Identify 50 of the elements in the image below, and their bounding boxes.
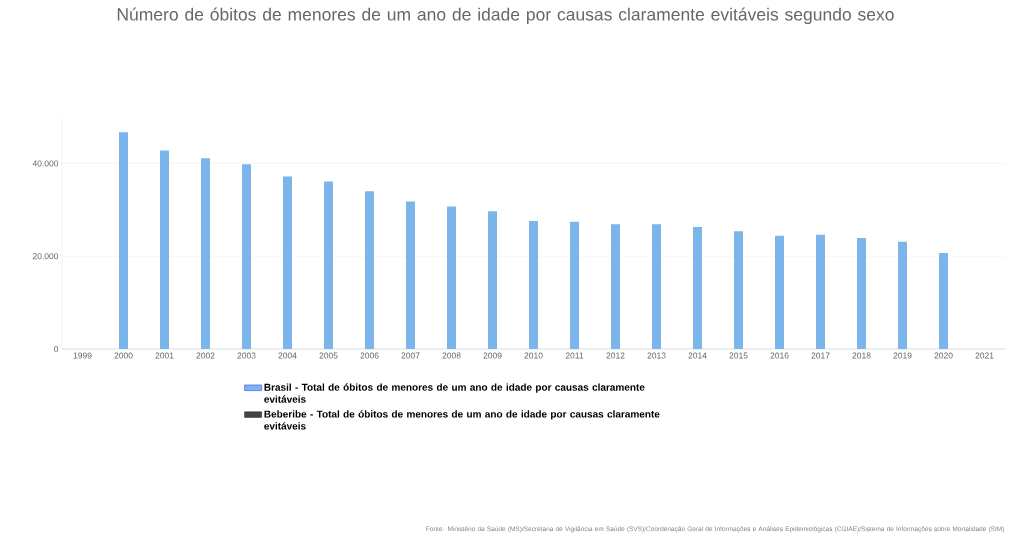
bar xyxy=(775,235,785,349)
x-tick-label: 2018 xyxy=(852,352,871,359)
bar xyxy=(283,176,293,349)
bar xyxy=(734,231,744,349)
x-tick-label: 2006 xyxy=(360,352,379,359)
x-tick-label: 2016 xyxy=(770,352,789,359)
x-tick-label: 2010 xyxy=(524,352,543,359)
bar xyxy=(939,252,949,349)
legend-label: Beberibe - Total de óbitos de menores de um ano de idade por causas claramente evitáveis xyxy=(264,410,660,430)
x-tick-label: 1999 xyxy=(73,352,92,359)
x-tick-label: 2005 xyxy=(319,352,338,359)
x-tick-label: 2021 xyxy=(975,352,994,359)
x-tick-label: 2020 xyxy=(934,352,953,359)
x-tick-label: 2001 xyxy=(155,352,174,359)
legend-label: Brasil - Total de óbitos de menores de um ano de idade por causas claramente evitáveis xyxy=(264,383,645,403)
bar xyxy=(611,224,621,349)
bar xyxy=(406,201,416,349)
x-tick-label: 2000 xyxy=(114,352,133,359)
x-tick-label: 2011 xyxy=(565,352,584,359)
x-tick-label: 2015 xyxy=(729,352,748,359)
x-tick-label: 2003 xyxy=(237,352,256,359)
bar xyxy=(242,164,252,349)
x-tick-label: 2012 xyxy=(606,352,625,359)
bar xyxy=(529,220,539,349)
x-tick-label: 2013 xyxy=(647,352,666,359)
bar xyxy=(119,132,128,349)
x-tick-label: 2019 xyxy=(893,352,912,359)
bar xyxy=(365,191,374,349)
bar xyxy=(324,181,333,349)
chart-title: Número de óbitos de menores de um ano de idade por causas claramente evitáveis segundo sexo xyxy=(117,7,894,25)
bar xyxy=(693,226,703,349)
bar xyxy=(570,221,580,349)
bar xyxy=(201,158,210,349)
x-tick-label: 2008 xyxy=(442,352,461,359)
x-tick-label: 2007 xyxy=(401,352,420,359)
x-tick-label: 2002 xyxy=(196,352,215,359)
bar xyxy=(447,206,457,349)
x-tick-label: 2009 xyxy=(483,352,502,359)
bar xyxy=(488,211,498,349)
bar xyxy=(160,150,169,349)
y-tick-label: 0 xyxy=(54,346,59,352)
y-tick-label: 40.000 xyxy=(32,160,59,167)
bar xyxy=(857,238,867,349)
bar xyxy=(898,241,908,349)
bar xyxy=(816,234,826,349)
x-tick-label: 2014 xyxy=(688,352,707,359)
bar xyxy=(652,224,662,349)
x-tick-label: 2017 xyxy=(811,352,830,359)
x-tick-label: 2004 xyxy=(278,352,297,359)
y-tick-label: 20.000 xyxy=(32,253,59,260)
